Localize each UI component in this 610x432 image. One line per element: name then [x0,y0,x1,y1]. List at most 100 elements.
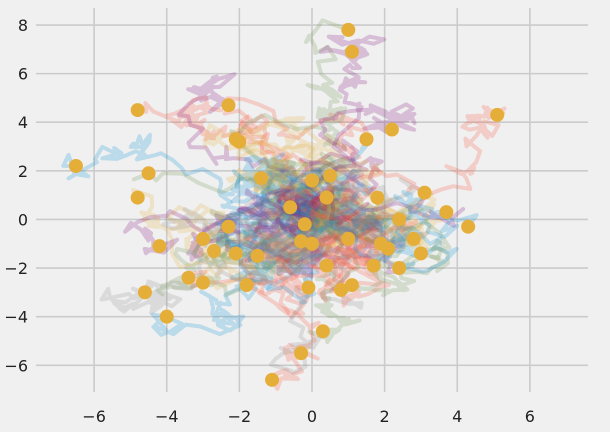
endpoint-marker [250,248,265,263]
endpoint-marker [413,246,428,261]
walk-trail [304,104,507,226]
endpoint-marker [370,190,385,205]
endpoint-marker [159,309,174,324]
walk-trail [298,189,479,264]
endpoint-markers [68,22,505,387]
x-axis-ticks: −6 −4 −2 0 2 4 6 [82,407,535,426]
endpoint-marker [319,258,334,273]
walk-trail [131,188,319,270]
endpoint-marker [366,258,381,273]
endpoint-marker [461,219,476,234]
walk-trail [176,72,324,254]
endpoint-marker [323,168,338,183]
endpoint-marker [344,44,359,59]
walk-trail [161,166,330,253]
endpoint-marker [254,171,269,186]
endpoint-marker [152,239,167,254]
walk-trail [229,18,349,220]
grid-lines [36,8,588,392]
endpoint-marker [381,241,396,256]
y-tick-label: 2 [18,162,28,181]
walk-trail [286,164,398,310]
random-walk-trails [61,18,507,391]
endpoint-marker [221,219,236,234]
y-tick-label: −6 [4,356,28,375]
walk-trail [283,197,443,265]
walk-trail [186,214,325,279]
walk-trail [301,215,391,308]
endpoint-marker [341,22,356,37]
endpoint-marker [294,234,309,249]
walk-trail [273,151,384,242]
endpoint-marker [439,205,454,220]
endpoint-marker [228,246,243,261]
endpoint-marker [334,282,349,297]
walk-trail [298,34,387,234]
endpoint-marker [196,231,211,246]
x-tick-label: 2 [380,407,390,426]
walk-trail [285,189,413,255]
walk-trail [253,136,429,249]
endpoint-marker [392,261,407,276]
x-tick-label: 6 [525,407,535,426]
y-tick-label: 6 [18,65,28,84]
endpoint-marker [305,236,319,251]
walk-trail [287,102,417,223]
endpoint-marker [141,166,156,181]
endpoint-marker [68,158,83,173]
endpoint-marker [406,231,421,246]
walk-trail [61,132,324,244]
walk-trail [131,152,348,231]
walk-trail [219,168,328,262]
endpoint-marker [417,185,432,200]
walk-trail [123,193,379,256]
endpoint-marker [315,324,330,339]
y-tick-label: 8 [18,16,28,35]
walk-trail [230,169,373,243]
endpoint-marker [283,200,298,215]
y-tick-label: 0 [18,210,28,229]
walk-trail [234,152,340,226]
x-tick-label: −4 [155,407,179,426]
y-axis-ticks: −6 −4 −2 0 2 4 6 8 [4,16,28,375]
endpoint-marker [384,122,399,137]
endpoint-marker [490,107,505,122]
endpoint-marker [130,190,145,205]
x-tick-label: 4 [452,407,462,426]
endpoint-marker [239,278,254,293]
endpoint-marker [130,103,145,118]
walk-trail [222,96,369,222]
endpoint-marker [181,270,196,285]
walk-trail [230,116,349,223]
y-tick-label: −4 [4,308,28,327]
walk-trail [226,158,391,243]
y-tick-label: −2 [4,259,28,278]
walk-trail [300,203,452,261]
walk-trail [311,191,437,255]
endpoint-marker [232,134,247,149]
endpoint-marker [305,173,319,188]
endpoint-marker [341,231,356,246]
endpoint-marker [206,244,221,259]
walk-trail [182,217,320,320]
walk-trail [198,193,350,291]
walk-trail [191,170,322,287]
endpoint-marker [265,372,280,387]
endpoint-marker [359,132,374,147]
y-tick-label: 4 [18,113,28,132]
x-tick-label: −2 [228,407,252,426]
walk-trail [282,185,383,277]
endpoint-marker [137,285,152,300]
endpoint-marker [294,346,309,361]
endpoint-marker [344,278,359,293]
endpoint-marker [196,275,211,290]
endpoint-marker [301,280,316,295]
endpoint-marker [319,190,334,205]
walk-trail [310,209,419,279]
x-tick-label: −6 [82,407,106,426]
endpoint-marker [221,98,236,113]
endpoint-marker [297,217,312,232]
walk-trail [173,196,343,277]
